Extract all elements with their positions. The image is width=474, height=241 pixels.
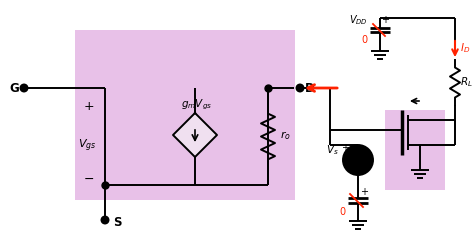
Polygon shape — [173, 113, 217, 157]
Circle shape — [20, 85, 27, 92]
Text: +: + — [341, 143, 349, 153]
Circle shape — [297, 85, 303, 92]
Text: $I_D$: $I_D$ — [460, 41, 470, 55]
Circle shape — [343, 145, 373, 175]
Text: +: + — [381, 15, 389, 25]
Text: 0: 0 — [361, 35, 367, 45]
Text: G: G — [9, 81, 19, 94]
Text: $V_{DD}$: $V_{DD}$ — [349, 13, 368, 27]
Text: S: S — [113, 215, 121, 228]
Text: +: + — [84, 100, 94, 113]
Bar — [385, 110, 445, 190]
Bar — [75, 30, 295, 200]
Text: $V_{gs}$: $V_{gs}$ — [78, 138, 96, 154]
Text: $r_o$: $r_o$ — [280, 130, 291, 142]
Text: 0: 0 — [339, 207, 345, 217]
Circle shape — [101, 216, 109, 223]
Text: +: + — [360, 187, 368, 197]
Text: $-$: $-$ — [83, 172, 94, 185]
Text: D: D — [305, 81, 315, 94]
Text: $g_mV_{gs}$: $g_mV_{gs}$ — [182, 98, 213, 112]
Text: $V_s$: $V_s$ — [326, 143, 339, 157]
Text: $R_L$: $R_L$ — [460, 75, 473, 89]
